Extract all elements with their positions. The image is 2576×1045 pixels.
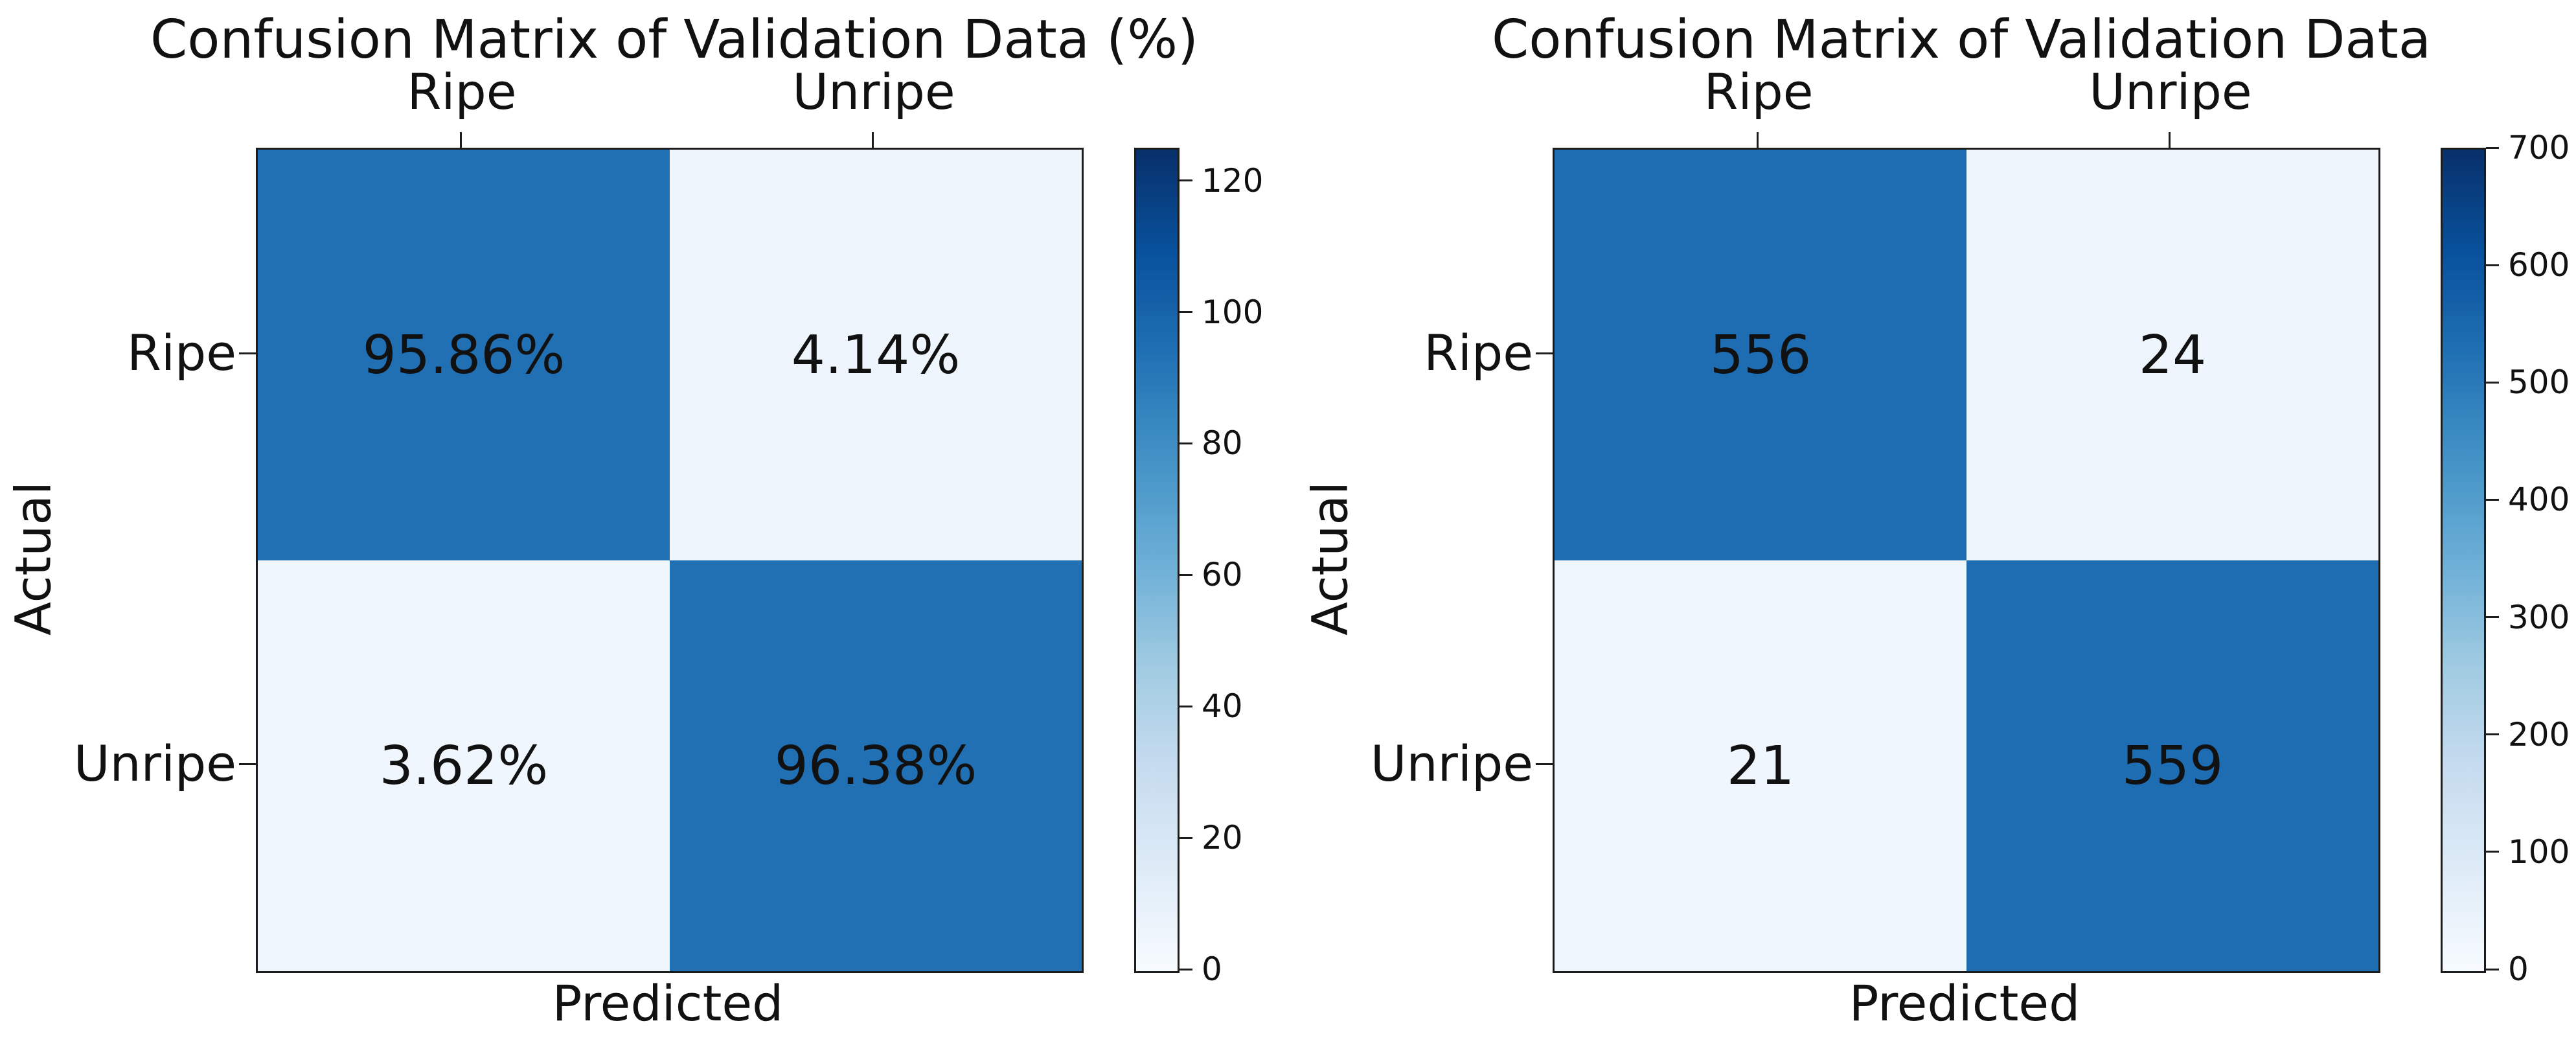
colorbar-tick: 0 — [2486, 950, 2529, 988]
colorbar-tick-mark — [2486, 146, 2499, 149]
cell-actual-ripe-pred-unripe: 24 — [1966, 150, 2378, 560]
colorbar-tick-mark — [2486, 733, 2499, 736]
colorbar-tick-mark — [2486, 498, 2499, 501]
x-axis-label: Predicted — [552, 974, 784, 1032]
x-tick-label-unripe: Unripe — [792, 63, 955, 121]
colorbar-tick: 0 — [1180, 950, 1222, 988]
colorbar-tick-label: 100 — [2508, 833, 2570, 871]
cell-actual-ripe-pred-unripe: 4.14% — [670, 150, 1082, 560]
colorbar-tick-mark — [1180, 573, 1192, 576]
x-axis-label: Predicted — [1849, 974, 2080, 1032]
y-tick-mark-ripe — [1536, 352, 1553, 354]
x-tick-label-ripe: Ripe — [1704, 63, 1814, 121]
colorbar-tick-label: 100 — [1202, 293, 1264, 331]
colorbar-tick: 100 — [2486, 833, 2570, 871]
cell-actual-ripe-pred-ripe: 95.86% — [258, 150, 670, 560]
heatmap-grid: 95.86% 4.14% 3.62% 96.38% — [256, 148, 1084, 973]
colorbar-ticks: 120 100 80 60 40 20 0 — [1180, 148, 1296, 988]
colorbar-tick-label: 0 — [1202, 950, 1222, 988]
colorbar-tick: 40 — [1180, 687, 1243, 725]
y-tick-label-ripe: Ripe — [127, 324, 236, 382]
chart-title: Confusion Matrix of Validation Data — [1491, 9, 2432, 71]
colorbar-tick-label: 500 — [2508, 363, 2570, 402]
colorbar-tick-mark — [2486, 968, 2499, 970]
x-tick-label-ripe: Ripe — [407, 63, 517, 121]
colorbar-tick: 600 — [2486, 246, 2570, 284]
colorbar-tick-mark — [1180, 836, 1192, 839]
colorbar-tick-label: 300 — [2508, 598, 2570, 636]
colorbar-gradient — [2441, 148, 2486, 973]
colorbar-tick: 20 — [1180, 819, 1243, 856]
colorbar-tick-mark — [2486, 381, 2499, 384]
heatmap-grid: 556 24 21 559 — [1553, 148, 2380, 973]
y-tick-mark-unripe — [1536, 763, 1553, 765]
colorbar-tick: 100 — [1180, 293, 1263, 331]
colorbar-tick-label: 700 — [2508, 129, 2570, 167]
x-tick-mark-unripe — [2169, 132, 2171, 148]
colorbar-tick-label: 600 — [2508, 246, 2570, 284]
y-tick-label-ripe: Ripe — [1424, 324, 1533, 382]
cell-actual-unripe-pred-unripe: 559 — [1966, 560, 2378, 971]
colorbar-tick-label: 60 — [1202, 556, 1243, 594]
colorbar-tick: 300 — [2486, 599, 2570, 636]
colorbar-tick: 80 — [1180, 424, 1243, 462]
colorbar-tick-label: 400 — [2508, 481, 2570, 519]
colorbar-tick-label: 200 — [2508, 715, 2570, 753]
colorbar-tick-mark — [2486, 616, 2499, 619]
colorbar-tick-mark — [1180, 968, 1192, 970]
colorbar-tick: 120 — [1180, 162, 1263, 200]
colorbar-tick-mark — [2486, 851, 2499, 853]
colorbar-tick-label: 120 — [1202, 161, 1264, 200]
colorbar-tick-label: 80 — [1202, 424, 1243, 463]
x-tick-mark-ripe — [1757, 132, 1759, 148]
colorbar-gradient — [1134, 148, 1180, 973]
cell-actual-ripe-pred-ripe: 556 — [1555, 150, 1966, 560]
colorbar-tick-label: 20 — [1202, 819, 1243, 857]
colorbar-tick-mark — [2486, 264, 2499, 266]
y-tick-mark-ripe — [239, 352, 256, 354]
colorbar-tick: 400 — [2486, 481, 2570, 518]
cell-actual-unripe-pred-ripe: 21 — [1555, 560, 1966, 971]
y-tick-label-unripe: Unripe — [73, 735, 236, 792]
colorbar-tick-mark — [1180, 705, 1192, 707]
cell-actual-unripe-pred-ripe: 3.62% — [258, 560, 670, 971]
y-tick-label-unripe: Unripe — [1370, 735, 1533, 792]
x-tick-label-unripe: Unripe — [2089, 63, 2252, 121]
colorbar-tick: 500 — [2486, 363, 2570, 401]
colorbar-tick-label: 40 — [1202, 687, 1243, 726]
y-tick-mark-unripe — [239, 763, 256, 765]
chart-title: Confusion Matrix of Validation Data (%) — [150, 9, 1199, 71]
colorbar-tick: 60 — [1180, 556, 1243, 593]
colorbar-ticks: 700 600 500 400 300 200 100 0 — [2486, 129, 2576, 988]
x-tick-mark-ripe — [460, 132, 462, 148]
y-axis-label: Actual — [1301, 481, 1359, 636]
x-tick-mark-unripe — [872, 132, 874, 148]
colorbar-tick: 700 — [2486, 129, 2570, 167]
colorbar-tick-label: 0 — [2508, 950, 2529, 988]
colorbar-tick-mark — [1180, 311, 1192, 314]
cell-actual-unripe-pred-unripe: 96.38% — [670, 560, 1082, 971]
colorbar-tick-mark — [1180, 442, 1192, 444]
colorbar-tick-mark — [1180, 179, 1192, 182]
colorbar-tick: 200 — [2486, 716, 2570, 753]
